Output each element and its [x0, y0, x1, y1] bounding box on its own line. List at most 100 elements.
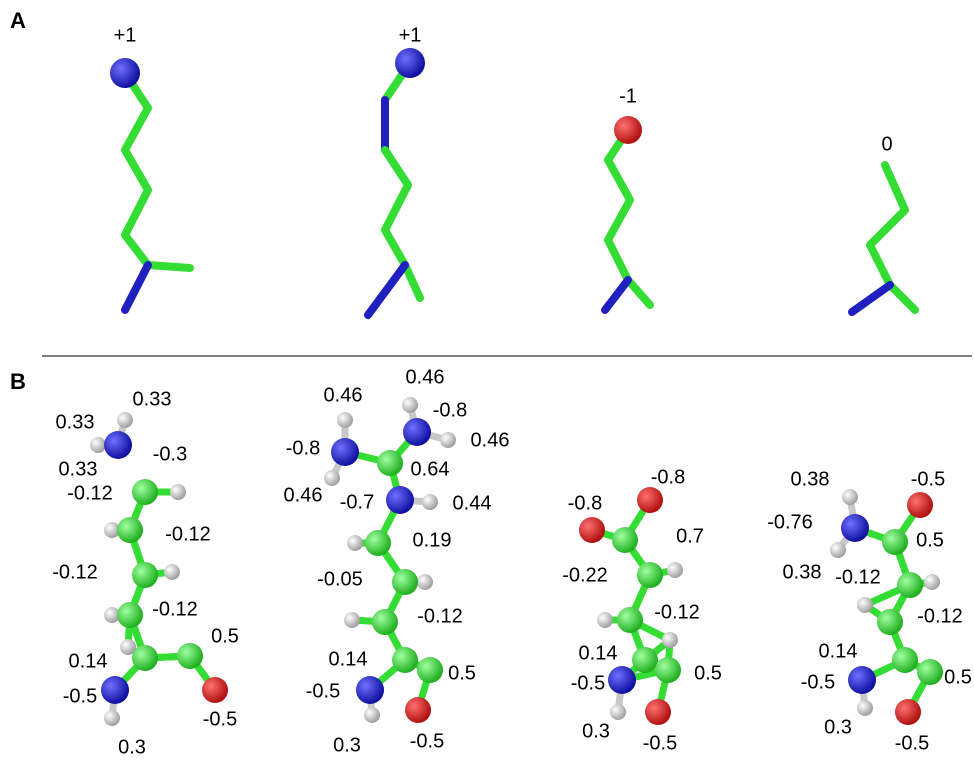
charge-label: 0.5: [916, 529, 944, 551]
carbon: [617, 607, 643, 633]
nitrogen: [403, 418, 431, 446]
charge-label: -0.12: [52, 561, 98, 583]
carbon: [117, 517, 143, 543]
charge-label: 0.33: [56, 411, 95, 433]
charge-label: -0.5: [643, 732, 677, 754]
carbon: [632, 647, 658, 673]
figure: A B +1+1-100.330.33-0.30.33-0.12-0.12-0.…: [0, 0, 974, 765]
nitrogen: [848, 666, 876, 694]
carbon: [612, 527, 638, 553]
charge-label: 0.5: [211, 625, 239, 647]
charge-label: 0.3: [118, 736, 146, 758]
charge-label: 0.3: [333, 734, 361, 756]
charge-label: 0.14: [579, 642, 618, 664]
charge-label: 0.64: [411, 458, 450, 480]
nitrogen: [386, 486, 414, 514]
hydrogen: [347, 535, 363, 551]
hydrogen: [610, 704, 626, 720]
nitrogen: [331, 438, 359, 466]
charge-label: 0.33: [133, 388, 172, 410]
stick-models: [110, 48, 915, 315]
charge-label: 0.38: [783, 561, 822, 583]
hydrogen: [337, 412, 353, 428]
oxygen: [895, 699, 921, 725]
nitrogen: [841, 514, 869, 542]
charge-label: +1: [114, 24, 137, 46]
oxygen: [202, 677, 228, 703]
hydrogen: [597, 612, 613, 628]
charge-label: 0.3: [824, 716, 852, 738]
hydrogen: [117, 412, 133, 428]
charge-label: 0.5: [448, 662, 476, 684]
charge-label: -0.5: [203, 708, 237, 730]
carbon: [365, 530, 391, 556]
charge-label: 0.44: [453, 492, 492, 514]
panel-label: A: [10, 8, 26, 33]
oxygen: [405, 697, 431, 723]
hydrogen: [344, 612, 360, 628]
hydrogen: [422, 494, 438, 510]
carbon: [392, 647, 418, 673]
charge-label: 0.7: [676, 525, 704, 547]
hydrogen: [364, 707, 380, 723]
carbon: [372, 609, 398, 635]
carbon: [897, 572, 923, 598]
charge-label: 0.46: [471, 429, 510, 451]
charge-label: +1: [399, 24, 422, 46]
charge-label: -0.5: [801, 671, 835, 693]
oxygen: [579, 517, 605, 543]
carbon: [417, 657, 443, 683]
charge-label: -0.3: [153, 443, 187, 465]
charge-label: -0.5: [410, 730, 444, 752]
charge-label: -0.12: [654, 601, 700, 623]
charge-label: 0.5: [944, 666, 972, 688]
charge-label: 0.46: [406, 366, 445, 388]
charge-label: 0.46: [284, 484, 323, 506]
hydrogen: [857, 597, 873, 613]
hydrogen: [402, 397, 418, 413]
carbon: [132, 479, 158, 505]
charge-label: 0.14: [329, 648, 368, 670]
hydrogen: [667, 562, 683, 578]
charge-label: 0.5: [694, 662, 722, 684]
hydrogen: [857, 700, 873, 716]
carbon: [917, 659, 943, 685]
charge-label: -0.8: [433, 399, 467, 421]
hydrogen: [830, 542, 846, 558]
nitrogen: [608, 666, 636, 694]
carbon: [637, 562, 663, 588]
carbon: [892, 647, 918, 673]
charge-label: -0.8: [651, 466, 685, 488]
carbon: [392, 569, 418, 595]
carbon: [117, 602, 143, 628]
charge-label: -0.5: [895, 732, 929, 754]
carbon: [132, 645, 158, 671]
carbon: [882, 529, 908, 555]
hydrogen: [842, 489, 858, 505]
nitrogen: [101, 676, 129, 704]
nitrogen: [104, 431, 132, 459]
oxygen: [645, 699, 671, 725]
charge-label: 0.33: [59, 458, 98, 480]
charge-label: -0.05: [317, 568, 363, 590]
hydrogen: [662, 632, 678, 648]
charge-label: -0.12: [152, 598, 198, 620]
charge-label: -0.8: [286, 437, 320, 459]
hydrogen: [164, 564, 180, 580]
oxygen: [637, 487, 663, 513]
charge-label: -0.12: [165, 523, 211, 545]
charge-label: -0.5: [63, 685, 97, 707]
charge-label: -0.5: [911, 468, 945, 490]
hydrogen: [104, 710, 120, 726]
charge-label: -0.76: [767, 511, 813, 533]
panel-label: B: [10, 369, 26, 394]
charge-label: 0: [881, 133, 892, 155]
charge-label: -0.8: [568, 492, 602, 514]
hydrogen: [324, 470, 340, 486]
carbon: [377, 450, 403, 476]
hydrogen: [170, 484, 186, 500]
charge-label: 0.19: [413, 529, 452, 551]
nitrogen: [356, 676, 384, 704]
carbon: [177, 643, 203, 669]
carbon: [877, 609, 903, 635]
